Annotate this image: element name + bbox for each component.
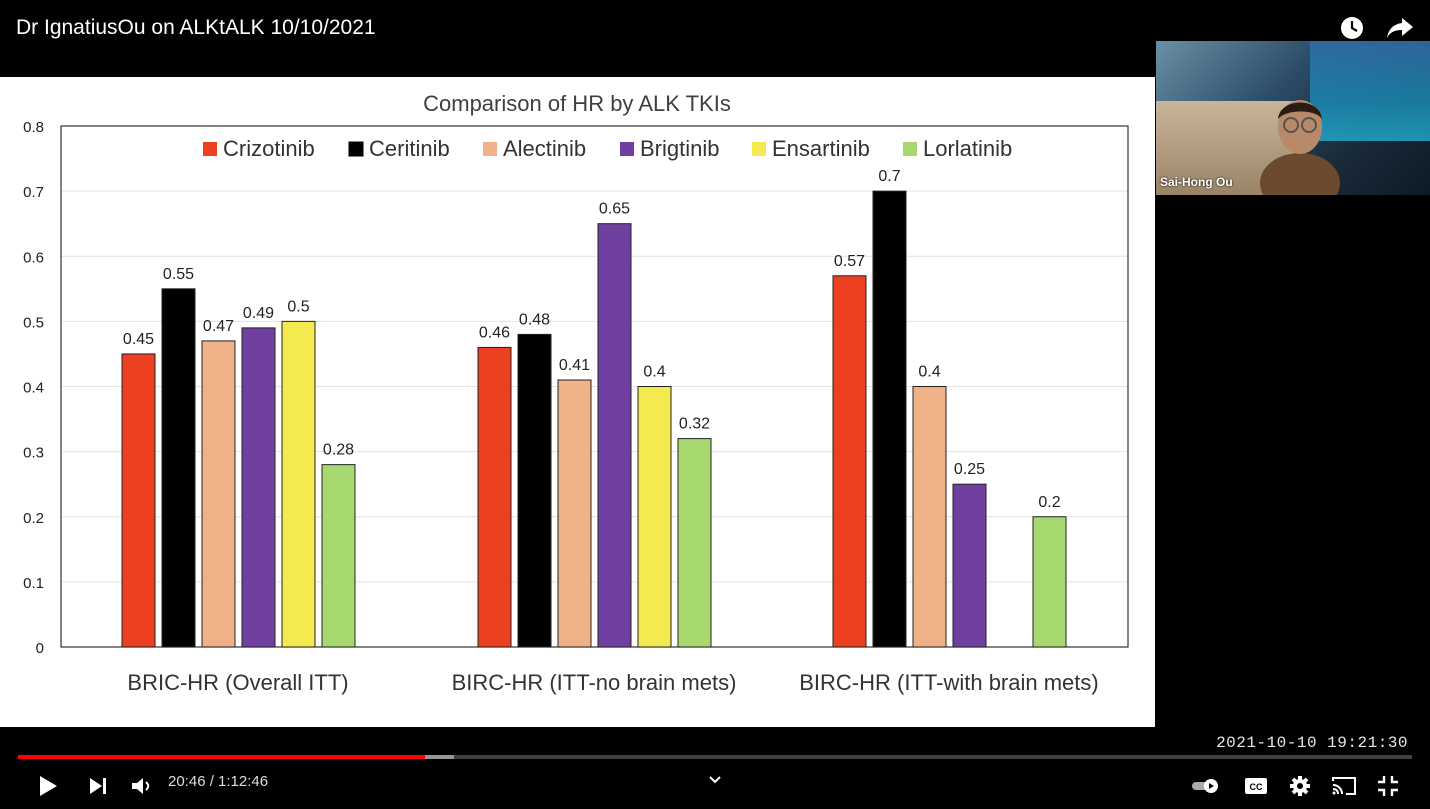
data-label: 0.7 [878, 168, 900, 185]
bar [872, 190, 907, 648]
bar [161, 288, 196, 648]
x-category-label: BIRC-HR (ITT-with brain mets) [799, 670, 1098, 695]
data-label: 0.4 [918, 364, 940, 381]
exit-fullscreen-icon[interactable] [1372, 770, 1404, 802]
legend-label: Alectinib [503, 136, 586, 161]
y-tick-label: 0 [36, 640, 44, 657]
bar [912, 386, 947, 648]
data-label: 0.65 [599, 201, 630, 218]
data-label: 0.46 [479, 324, 510, 341]
clock-icon[interactable] [1338, 14, 1366, 42]
data-label: 0.55 [163, 266, 194, 283]
time-display: 20:46 / 1:12:46 [168, 773, 269, 790]
data-label: 0.45 [123, 331, 154, 348]
data-label: 0.25 [954, 461, 985, 478]
plot-area [60, 125, 1129, 648]
window-view [1310, 41, 1430, 141]
y-tick-label: 0.2 [23, 510, 44, 527]
data-label: 0.4 [643, 364, 665, 381]
legend-swatch [903, 142, 917, 156]
data-label: 0.48 [519, 311, 550, 328]
participant-name: Sai-Hong Ou [1160, 175, 1233, 189]
data-label: 0.32 [679, 416, 710, 433]
y-tick-label: 0.8 [23, 119, 44, 136]
video-title[interactable]: Dr IgnatiusOu on ALKtALK 10/10/2021 [16, 16, 376, 39]
y-tick-label: 0.5 [23, 314, 44, 331]
bar [281, 320, 316, 648]
bar [201, 340, 236, 648]
progress-bar[interactable] [18, 755, 1412, 759]
gear-icon[interactable] [1284, 770, 1316, 802]
bar [321, 464, 356, 648]
speaker-image [1260, 100, 1340, 195]
data-label: 0.47 [203, 318, 234, 335]
bar [477, 346, 512, 648]
y-tick-label: 0.6 [23, 249, 44, 266]
bar [557, 379, 592, 648]
bar [952, 483, 987, 648]
legend-label: Crizotinib [223, 136, 315, 161]
bar [637, 386, 672, 648]
top-actions [1338, 14, 1414, 42]
data-label: 0.41 [559, 357, 590, 374]
bar [832, 275, 867, 648]
data-label: 0.5 [287, 298, 309, 315]
y-tick-label: 0.3 [23, 445, 44, 462]
legend-label: Lorlatinib [923, 136, 1012, 161]
legend-label: Ensartinib [772, 136, 870, 161]
x-category-label: BIRC-HR (ITT-no brain mets) [452, 670, 737, 695]
play-icon[interactable] [32, 770, 64, 802]
bar [1032, 516, 1067, 648]
legend-swatch [752, 142, 766, 156]
bar [597, 223, 632, 648]
skip-next-icon[interactable] [82, 770, 114, 802]
legend-swatch [348, 141, 364, 157]
cc-icon[interactable]: CC [1240, 770, 1272, 802]
legend-label: Ceritinib [369, 136, 450, 161]
legend-swatch [620, 142, 634, 156]
recording-timestamp: 2021-10-10 19:21:30 [1216, 734, 1408, 752]
presentation-slide: Comparison of HR by ALK TKIs 0 0.1 0.2 0.3 0.… [0, 77, 1155, 727]
chevron-down-icon[interactable] [699, 764, 731, 796]
volume-icon[interactable] [126, 770, 158, 802]
bar [677, 438, 712, 648]
legend-swatch [203, 142, 217, 156]
bar [517, 333, 552, 648]
svg-text:CC: CC [1250, 782, 1263, 792]
x-category-label: BRIC-HR (Overall ITT) [127, 670, 348, 695]
y-tick-label: 0.4 [23, 380, 44, 397]
data-label: 0.49 [243, 305, 274, 322]
chart-title: Comparison of HR by ALK TKIs [423, 91, 731, 116]
cast-icon[interactable] [1328, 770, 1360, 802]
hr-bar-chart: Comparison of HR by ALK TKIs 0 0.1 0.2 0.3 0.… [23, 91, 1129, 695]
autoplay-toggle-icon[interactable] [1190, 770, 1222, 802]
legend-label: Brigtinib [640, 136, 719, 161]
y-tick-label: 0.1 [23, 575, 44, 592]
legend-swatch [483, 142, 497, 156]
played-bar [18, 755, 425, 759]
bar [241, 327, 276, 648]
share-arrow-icon[interactable] [1386, 14, 1414, 42]
webcam-feed: Sai-Hong Ou [1156, 41, 1430, 195]
player-controls: 20:46 / 1:12:46 CC [0, 764, 1430, 804]
data-label: 0.2 [1038, 494, 1060, 511]
bar [121, 353, 156, 648]
y-tick-label: 0.7 [23, 184, 44, 201]
data-label: 0.28 [323, 442, 354, 459]
data-label: 0.57 [834, 253, 865, 270]
